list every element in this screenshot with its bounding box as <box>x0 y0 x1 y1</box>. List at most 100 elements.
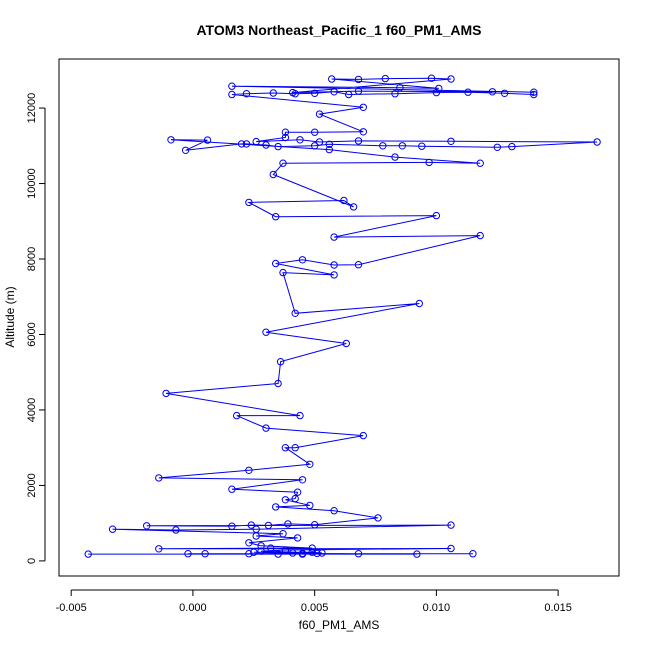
data-point <box>84 550 92 558</box>
data-point <box>291 309 299 317</box>
data-point <box>500 89 509 98</box>
data-point <box>242 90 251 98</box>
data-point <box>330 271 338 279</box>
data-point <box>262 141 270 149</box>
data-point <box>330 507 338 515</box>
data-point <box>269 170 277 179</box>
data-point <box>281 128 290 136</box>
data-point <box>201 550 209 558</box>
data-point <box>298 549 307 558</box>
data-point <box>311 89 319 98</box>
data-point <box>228 485 236 493</box>
data-point <box>184 550 192 558</box>
data-point <box>349 203 358 211</box>
data-point <box>291 444 299 452</box>
data-point <box>245 466 253 474</box>
data-point <box>447 544 455 553</box>
y-axis: 0 2000 4000 6000 8000 10000 12000 <box>26 93 46 564</box>
data-point <box>247 521 256 529</box>
data-point <box>272 503 280 511</box>
data-point <box>447 521 455 529</box>
data-point <box>267 544 275 552</box>
data-point <box>354 137 363 145</box>
data-point <box>298 476 307 484</box>
x-tick-label: 0.005 <box>301 602 329 614</box>
data-point <box>359 128 367 136</box>
data-point <box>250 548 258 556</box>
data-point <box>296 411 304 420</box>
data-point <box>530 90 538 99</box>
data-point <box>293 488 302 496</box>
data-point <box>237 140 246 148</box>
data-point <box>108 525 117 533</box>
data-point <box>262 424 270 432</box>
y-tick-label: 6000 <box>26 322 38 346</box>
y-tick-label: 8000 <box>26 247 38 271</box>
x-axis: -0.005 0.000 0.005 0.010 0.015 <box>56 589 572 614</box>
data-point <box>508 142 516 151</box>
data-point <box>284 520 292 528</box>
data-point <box>167 136 175 144</box>
data-point <box>162 389 170 398</box>
data-point <box>289 549 297 557</box>
data-point <box>313 549 321 558</box>
data-point <box>311 128 319 136</box>
data-point <box>281 546 290 554</box>
data-point <box>306 460 314 468</box>
chart-title: ATOM3 Northeast_Pacific_1 f60_PM1_AMS <box>196 22 481 38</box>
data-point <box>435 84 443 93</box>
data-point <box>269 89 277 97</box>
data-point <box>245 539 253 547</box>
data-point <box>398 142 406 150</box>
y-tick-label: 0 <box>26 558 38 564</box>
data-point <box>293 534 302 542</box>
data-point <box>345 90 353 99</box>
data-point <box>328 75 336 83</box>
data-point <box>593 138 601 146</box>
data-point <box>342 339 350 348</box>
data-point <box>264 521 273 530</box>
data-point <box>274 379 282 388</box>
data-point <box>432 211 441 220</box>
y-tick-label: 12000 <box>26 93 38 124</box>
data-point <box>418 142 426 150</box>
data-point <box>276 358 285 366</box>
data-point <box>279 268 287 277</box>
data-point <box>447 75 455 83</box>
data-point <box>391 153 399 161</box>
data-point <box>530 88 538 96</box>
data-point <box>469 550 477 558</box>
data-point <box>274 550 282 558</box>
data-point <box>325 140 333 149</box>
data-point <box>396 84 404 92</box>
data-point <box>279 159 287 167</box>
data-point <box>281 444 290 452</box>
data-point <box>308 548 316 556</box>
data-point <box>325 145 333 154</box>
data-point <box>488 88 497 96</box>
data-point <box>476 231 484 240</box>
x-tick-label: 0.010 <box>423 602 451 614</box>
data-point <box>311 142 319 150</box>
data-point <box>245 198 253 207</box>
data-point <box>359 103 367 112</box>
data-point <box>425 158 433 167</box>
data-point <box>296 136 304 144</box>
data-point <box>330 261 338 269</box>
data-point <box>381 74 389 83</box>
x-tick-label: 0.000 <box>179 602 207 614</box>
data-point <box>354 550 363 558</box>
data-point <box>233 411 241 420</box>
data-point <box>427 74 436 82</box>
data-point <box>242 140 251 148</box>
data-point <box>143 522 151 530</box>
data-point <box>252 525 260 533</box>
data-point <box>272 259 280 268</box>
data-point <box>354 75 363 84</box>
y-tick-label: 10000 <box>26 168 38 199</box>
data-point <box>340 196 348 205</box>
data-point <box>262 328 270 336</box>
data-point <box>291 494 299 503</box>
data-point <box>274 142 282 151</box>
